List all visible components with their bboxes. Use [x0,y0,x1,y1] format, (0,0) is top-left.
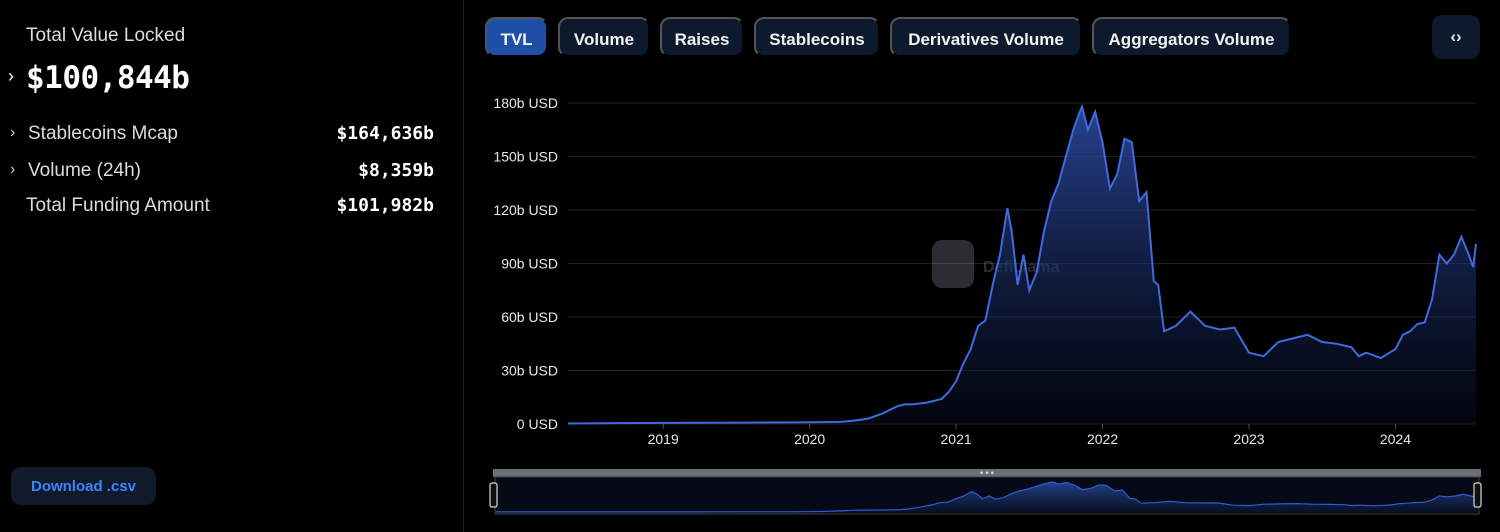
x-tick-label: 2023 [1233,431,1264,447]
embed-code-button[interactable]: ‹› [1432,15,1480,59]
range-selector[interactable]: ••• [489,469,1482,515]
metric-label: Stablecoins Mcap [28,123,178,144]
metric-row-stablecoins[interactable]: › Stablecoins Mcap $164,636b [0,123,440,149]
y-tick-label: 30b USD [501,363,558,379]
llama-logo-icon [932,240,974,288]
tvl-series-line [567,103,1477,425]
tvl-label: Total Value Locked [26,25,186,46]
tvl-value: $100,844b [26,60,190,96]
drag-grip-icon[interactable]: ••• [979,469,995,479]
y-axis: 0 USD 30b USD 60b USD 90b USD 120b USD 150b U… [493,95,558,432]
y-tick-label: 180b USD [493,95,558,111]
tab-stablecoins[interactable]: Stablecoins [754,17,880,57]
chevron-right-icon[interactable]: › [10,124,16,141]
metric-label: Volume (24h) [28,160,142,181]
metric-label: Total Funding Amount [26,195,210,216]
code-brackets-icon: ‹› [1450,27,1462,46]
x-axis: 2019 2020 2021 2022 2023 2024 [648,424,1411,447]
x-tick-label: 2020 [794,431,825,447]
x-tick-label: 2022 [1087,431,1118,447]
tvl-expand-chevron-icon[interactable]: › [8,66,14,86]
x-tick-label: 2019 [648,431,679,447]
download-csv-button[interactable]: Download .csv [11,467,156,505]
tab-raises[interactable]: Raises [660,17,744,57]
x-tick-label: 2021 [941,431,972,447]
range-selector-bar[interactable] [493,469,1481,477]
x-tick-label: 2024 [1380,431,1411,447]
tab-derivatives-volume[interactable]: Derivatives Volume [890,17,1082,57]
metric-value: $8,359b [358,160,434,181]
tab-tvl[interactable]: TVL [485,17,548,57]
metric-value: $164,636b [336,123,434,144]
tab-aggregators-volume[interactable]: Aggregators Volume [1092,17,1291,57]
metric-row-funding: Total Funding Amount $101,982b [0,195,440,221]
y-tick-label: 0 USD [517,416,558,432]
metric-row-volume[interactable]: › Volume (24h) $8,359b [0,160,440,186]
range-handle-left[interactable] [489,482,498,508]
y-tick-label: 90b USD [501,256,558,272]
tab-volume[interactable]: Volume [558,17,650,57]
summary-panel: Total Value Locked › $100,844b › Stablec… [0,0,464,532]
chevron-right-icon[interactable]: › [10,161,16,178]
y-tick-label: 150b USD [493,149,558,165]
range-handle-right[interactable] [1473,482,1482,508]
mini-line [496,481,1480,513]
metric-value: $101,982b [336,195,434,216]
y-tick-label: 120b USD [493,202,558,218]
y-tick-label: 60b USD [501,309,558,325]
